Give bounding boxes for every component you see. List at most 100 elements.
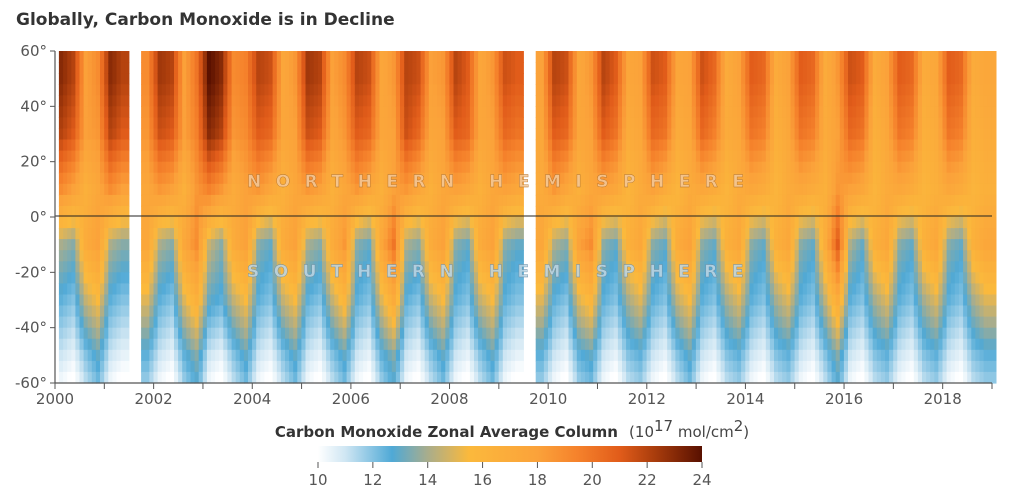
- heatmap-cell: [576, 272, 582, 284]
- heatmap-cell: [691, 51, 697, 63]
- heatmap-cell: [174, 228, 179, 240]
- heatmap-cell: [556, 161, 561, 174]
- heatmap-cell: [704, 183, 709, 196]
- heatmap-cell: [219, 371, 224, 384]
- heatmap-cell: [580, 294, 586, 307]
- heatmap-cell: [494, 360, 500, 373]
- heatmap-cell: [301, 305, 307, 318]
- heatmap-cell: [712, 150, 718, 163]
- heatmap-cell: [145, 73, 150, 85]
- heatmap-cell: [289, 327, 294, 340]
- heatmap-cell: [326, 161, 331, 174]
- heatmap-cell: [83, 128, 89, 141]
- heatmap-cell: [494, 327, 500, 340]
- heatmap-cell: [469, 139, 475, 152]
- heatmap-cell: [272, 117, 278, 130]
- heatmap-cell: [289, 205, 294, 218]
- heatmap-cell: [437, 128, 442, 141]
- heatmap-cell: [511, 217, 516, 229]
- heatmap-cell: [215, 228, 220, 240]
- heatmap-cell: [186, 217, 191, 229]
- heatmap-cell: [63, 183, 68, 196]
- heatmap-cell: [535, 228, 541, 240]
- heatmap-cell: [239, 117, 245, 130]
- heatmap-cell: [424, 239, 430, 251]
- heatmap-cell: [687, 338, 693, 351]
- heatmap-cell: [428, 250, 434, 262]
- heatmap-cell: [322, 139, 327, 152]
- heatmap-cell: [108, 327, 113, 340]
- heatmap-cell: [371, 150, 376, 163]
- heatmap-cell: [650, 250, 656, 262]
- heatmap-cell: [194, 106, 200, 118]
- heatmap-cell: [342, 51, 348, 63]
- heatmap-cell: [120, 62, 126, 74]
- heatmap-cell: [268, 150, 274, 163]
- heatmap-cell: [424, 128, 430, 141]
- heatmap-cell: [112, 305, 118, 318]
- heatmap-cell: [683, 261, 689, 273]
- heatmap-cell: [630, 217, 635, 229]
- heatmap-cell: [646, 161, 652, 174]
- heatmap-cell: [761, 62, 767, 74]
- heatmap-cell: [256, 84, 261, 96]
- heatmap-cell: [116, 217, 122, 229]
- heatmap-cell: [498, 294, 504, 307]
- heatmap-cell: [695, 84, 701, 96]
- heatmap-cell: [478, 194, 483, 207]
- heatmap-cell: [585, 106, 590, 118]
- heatmap-cell: [182, 62, 187, 74]
- heatmap-cell: [87, 95, 93, 107]
- heatmap-cell: [248, 250, 253, 262]
- heatmap-cell: [737, 360, 742, 373]
- heatmap-cell: [630, 261, 635, 273]
- heatmap-cell: [708, 205, 713, 218]
- heatmap-cell: [219, 161, 224, 174]
- heatmap-cell: [749, 150, 755, 163]
- heatmap-cell: [638, 250, 644, 262]
- heatmap-cell: [757, 305, 763, 318]
- heatmap-cell: [387, 62, 393, 74]
- heatmap-cell: [153, 327, 159, 340]
- heatmap-cell: [194, 261, 200, 273]
- heatmap-cell: [289, 294, 294, 307]
- heatmap-cell: [474, 183, 479, 196]
- heatmap-cell: [211, 360, 216, 373]
- heatmap-cell: [395, 73, 401, 85]
- heatmap-cell: [375, 316, 381, 329]
- heatmap-cell: [350, 360, 356, 373]
- heatmap-cell: [465, 150, 471, 163]
- heatmap-cell: [449, 150, 455, 163]
- heatmap-cell: [506, 349, 512, 362]
- heatmap-cell: [309, 84, 315, 96]
- heatmap-cell: [379, 360, 385, 373]
- heatmap-cell: [112, 95, 118, 107]
- heatmap-cell: [741, 349, 746, 362]
- heatmap-cell: [75, 128, 81, 141]
- heatmap-cell: [243, 194, 249, 207]
- heatmap-cell: [663, 205, 668, 218]
- heatmap-cell: [675, 294, 681, 307]
- heatmap-cell: [91, 316, 97, 329]
- heatmap-cell: [346, 106, 352, 118]
- heatmap-cell: [457, 338, 463, 351]
- heatmap-cell: [58, 183, 64, 196]
- heatmap-cell: [350, 172, 356, 185]
- heatmap-cell: [761, 95, 767, 107]
- heatmap-cell: [354, 294, 360, 307]
- heatmap-cell: [494, 139, 500, 152]
- heatmap-cell: [437, 51, 442, 63]
- heatmap-cell: [276, 95, 282, 107]
- heatmap-cell: [243, 261, 249, 273]
- heatmap-cell: [395, 294, 401, 307]
- heatmap-cell: [330, 250, 335, 262]
- heatmap-cell: [313, 360, 319, 373]
- heatmap-cell: [375, 261, 381, 273]
- heatmap-cell: [71, 62, 76, 74]
- heatmap-cell: [198, 62, 204, 74]
- heatmap-cell: [145, 294, 150, 307]
- heatmap-cell: [679, 62, 685, 74]
- heatmap-cell: [695, 95, 701, 107]
- heatmap-cell: [338, 194, 344, 207]
- heatmap-cell: [243, 349, 249, 362]
